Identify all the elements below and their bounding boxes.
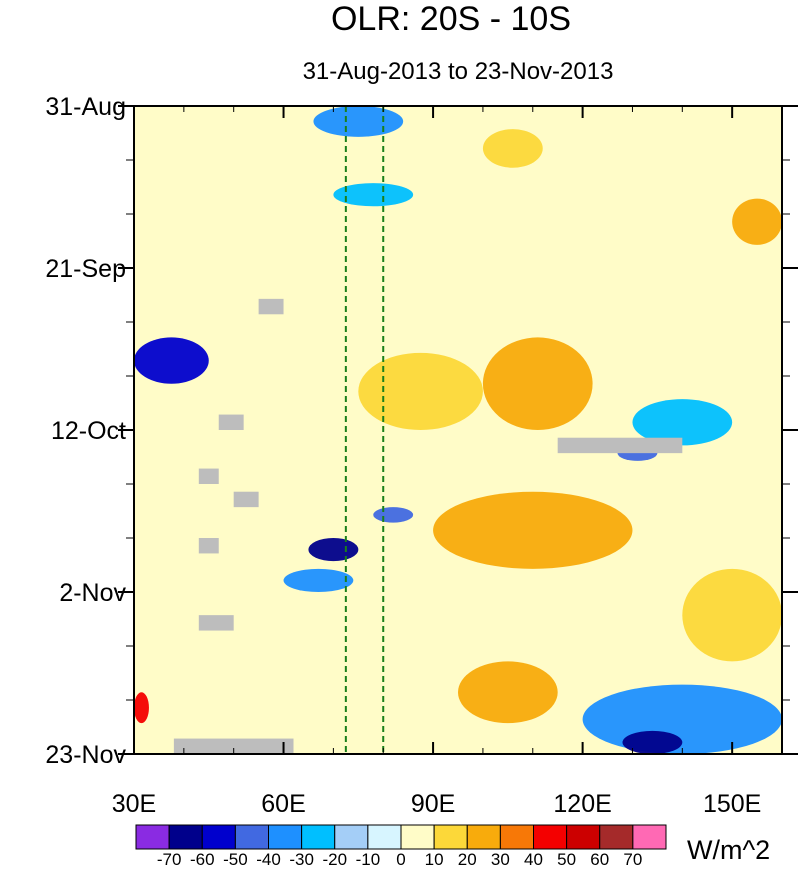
colorbar-box-10 xyxy=(466,824,501,850)
reference-lines xyxy=(344,106,385,754)
colorbar-box-15 xyxy=(632,824,667,850)
colorbar-label-2: -50 xyxy=(223,850,248,869)
colorbar-label-1: -60 xyxy=(190,850,215,869)
colorbar-box-8 xyxy=(400,824,435,850)
missing-region-2 xyxy=(198,468,219,484)
colorbar-label-5: -20 xyxy=(322,850,347,869)
colorbar-label-6: -10 xyxy=(356,850,381,869)
x-tick-label-4: 150E xyxy=(703,790,761,818)
colorbar-box-11 xyxy=(499,824,534,850)
colorbar-label-7: 0 xyxy=(396,850,405,869)
axis-ticks: 30E 60E 90E 120E 150E 31-Aug 21-Sep 12-Oct 2-Nov… xyxy=(45,93,798,818)
colorbar-box-3 xyxy=(234,824,269,850)
olr-feature-4 xyxy=(732,198,782,245)
colorbar-label-14: 70 xyxy=(623,850,642,869)
colorbar-box-6 xyxy=(334,824,369,850)
colorbar-box-1 xyxy=(168,824,203,850)
colorbar-label-13: 60 xyxy=(590,850,609,869)
y-tick-label-2: 12-Oct xyxy=(51,417,126,445)
colorbar-label-9: 20 xyxy=(458,850,477,869)
y-tick-label-1: 21-Sep xyxy=(45,255,126,283)
x-tick-label-1: 60E xyxy=(261,790,305,818)
colorbar-box-7 xyxy=(367,824,402,850)
olr-feature-3 xyxy=(482,129,543,168)
colorbar-box-4 xyxy=(268,824,303,850)
olr-feature-6 xyxy=(358,352,483,430)
colorbar-label-3: -40 xyxy=(256,850,281,869)
olr-feature-13 xyxy=(433,491,633,569)
olr-feature-0 xyxy=(158,106,359,214)
colorbar-box-5 xyxy=(301,824,336,850)
x-tick-label-2: 90E xyxy=(411,790,455,818)
olr-feature-15 xyxy=(582,684,782,754)
x-tick-label-0: 30E xyxy=(112,790,156,818)
olr-feature-2 xyxy=(333,183,414,207)
olr-feature-17 xyxy=(458,661,558,724)
olr-feature-16 xyxy=(622,730,683,755)
colorbar-label-12: 50 xyxy=(557,850,576,869)
colorbar-label-0: -70 xyxy=(157,850,182,869)
missing-region-6 xyxy=(173,738,294,754)
olr-feature-12 xyxy=(283,568,354,593)
colorbar-box-12 xyxy=(533,824,568,850)
x-tick-label-3: 120E xyxy=(553,790,611,818)
missing-region-5 xyxy=(198,615,234,631)
y-tick-label-3: 2-Nov xyxy=(59,579,126,607)
colorbar: -70 -60 -50 -40 -30 -20 -10 0 10 20 30 40 50 60 70 xyxy=(135,824,667,869)
y-tick-label-4: 23-Nov xyxy=(45,741,126,769)
colorbar-box-14 xyxy=(599,824,634,850)
missing-region-1 xyxy=(218,414,244,430)
colorbar-label-10: 30 xyxy=(491,850,510,869)
olr-feature-11 xyxy=(373,507,414,523)
chart-title: OLR: 20S - 10S xyxy=(331,0,571,38)
olr-feature-1 xyxy=(313,106,404,137)
olr-feature-5 xyxy=(134,337,209,384)
chart-subtitle: 31-Aug-2013 to 23-Nov-2013 xyxy=(303,58,614,85)
missing-region-0 xyxy=(258,298,284,315)
colorbar-box-9 xyxy=(433,824,468,850)
y-tick-label-0: 31-Aug xyxy=(45,93,126,121)
olr-feature-14 xyxy=(134,692,149,724)
colorbar-box-2 xyxy=(201,824,236,850)
olr-anomaly-field xyxy=(134,106,783,755)
colorbar-units: W/m^2 xyxy=(687,835,770,865)
colorbar-box-0 xyxy=(135,824,170,850)
colorbar-box-13 xyxy=(566,824,601,850)
missing-region-3 xyxy=(233,491,259,508)
missing-region-4 xyxy=(198,538,219,554)
olr-feature-8 xyxy=(632,399,733,446)
colorbar-label-11: 40 xyxy=(524,850,543,869)
olr-feature-10 xyxy=(308,538,359,562)
colorbar-label-8: 10 xyxy=(425,850,444,869)
olr-feature-18 xyxy=(682,568,783,662)
missing-region-7 xyxy=(557,437,683,454)
olr-feature-7 xyxy=(482,337,593,430)
colorbar-label-4: -30 xyxy=(289,850,314,869)
missing-data-regions xyxy=(173,298,683,754)
